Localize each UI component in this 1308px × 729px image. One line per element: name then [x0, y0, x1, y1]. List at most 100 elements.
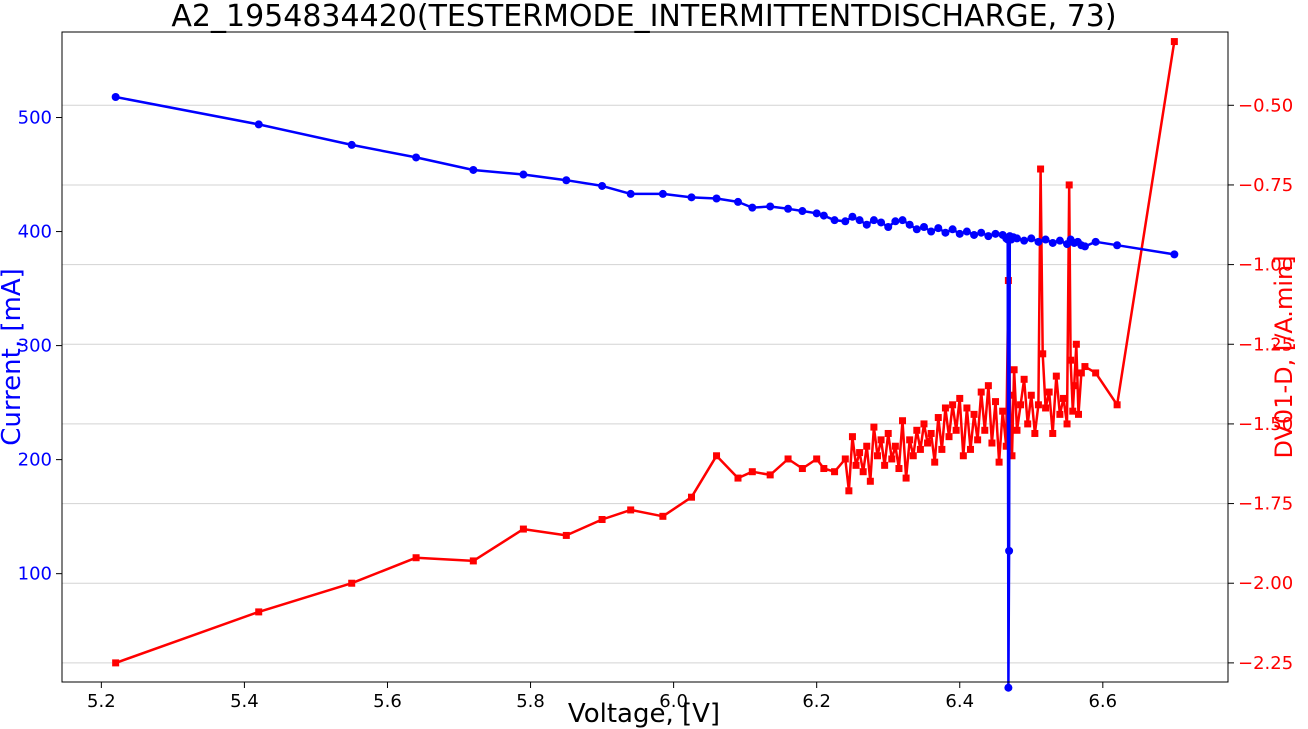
dv01-d-point [1013, 426, 1021, 434]
current-point [841, 217, 850, 226]
current-point [905, 220, 914, 229]
current-point [766, 202, 775, 211]
dv01-d-point [1070, 382, 1078, 390]
x-axis-label: Voltage, [V] [568, 699, 720, 729]
dv01-d-point [938, 445, 946, 453]
current-point [891, 217, 900, 226]
current-point [984, 232, 993, 241]
x-tick-label: 6.0 [659, 691, 688, 712]
dv01-d-point [970, 410, 978, 418]
dv01-d-point [687, 493, 695, 501]
dv01-d-point [859, 468, 867, 476]
dv01-d-point [1045, 388, 1053, 396]
y-tick-label-right: −2.00 [1238, 573, 1293, 594]
dv01-d-point [913, 426, 921, 434]
plot-frame [61, 31, 1229, 683]
dv01-d-point [884, 429, 892, 437]
dv01-d-point [988, 439, 996, 447]
dv01-d-point [1008, 452, 1016, 460]
y-axis-right: −2.25 −2.00 −1.75 −1.50 −1.25 −1.00 −0.75 −0.50 [1228, 95, 1293, 674]
dv01-d-point [748, 468, 756, 476]
current-point [1012, 234, 1021, 243]
dv01-d-point [966, 445, 974, 453]
dv01-d-point [1037, 165, 1045, 173]
current-point [1027, 234, 1036, 243]
current-point [598, 181, 607, 190]
dv01-d-point [798, 465, 806, 473]
current-point [912, 225, 921, 234]
dv01-d-point [866, 477, 874, 485]
dv01-d-point [934, 414, 942, 422]
current-point [687, 193, 696, 202]
dv01-d-point [348, 579, 356, 587]
dv01-d-point [949, 401, 957, 409]
dv01-d-point [916, 445, 924, 453]
dv01-d-point [598, 516, 606, 523]
current-point [991, 229, 1000, 238]
y-tick-label-right: −0.75 [1238, 175, 1293, 196]
dv01-d-point [963, 404, 971, 412]
dv01-d-point [956, 394, 964, 402]
y-tick-label-left: 400 [18, 222, 52, 243]
dv01-d-point [924, 439, 932, 447]
dv01-d-point [899, 417, 907, 425]
current-point [712, 194, 721, 203]
dv01-d-point [870, 423, 878, 431]
dv01-d-point [1034, 401, 1042, 409]
dv01-d-point [820, 465, 828, 473]
dv01-d-point [981, 426, 989, 434]
x-axis: 5.2 5.4 5.6 5.8 6.0 6.2 6.4 6.6 [87, 682, 1117, 712]
current-point [733, 197, 742, 206]
dv01-d-point [1065, 181, 1073, 189]
dv01-d-point [891, 442, 899, 450]
current-point [955, 229, 964, 238]
y-tick-label-left: 300 [18, 336, 52, 357]
current-point [1048, 238, 1057, 247]
dv01-d-point [1067, 356, 1075, 364]
dv01-d-point [766, 471, 774, 479]
current-point [469, 165, 478, 174]
x-tick-label: 5.6 [373, 691, 402, 712]
dv01-d-point [848, 433, 856, 441]
y-tick-label-right: −1.75 [1238, 494, 1293, 515]
current-point [658, 189, 667, 198]
dv01-d-point [1002, 442, 1010, 450]
dv01-d-point [1077, 369, 1085, 377]
dv01-d-point [895, 465, 903, 473]
current-point [1020, 236, 1029, 245]
current-point [898, 216, 907, 225]
dv01-d-point [999, 407, 1007, 415]
current-point [884, 223, 893, 231]
series-current [111, 93, 1179, 692]
dv01-d-point [1027, 391, 1035, 399]
dv01-d-point [1069, 407, 1077, 415]
current-point [1004, 683, 1013, 692]
y-tick-label-left: 200 [18, 450, 52, 471]
dv01-d-point [1081, 363, 1089, 371]
dv01-d-point [931, 458, 939, 466]
y-tick-label-right: −2.25 [1238, 653, 1293, 674]
current-point [934, 224, 943, 233]
dv01-d-point [734, 474, 742, 482]
series-dv01-d [112, 38, 1178, 667]
dv01-d-point [1074, 410, 1082, 418]
dv01-d-point [952, 426, 960, 434]
current-point [977, 228, 986, 237]
dv01-d-point [873, 452, 881, 460]
dv01-d-point [995, 458, 1003, 466]
dv01-d-point [945, 433, 953, 441]
dv01-d-point [784, 455, 792, 463]
current-point [1005, 546, 1014, 555]
current-point [948, 225, 957, 234]
y-tick-label-right: −0.50 [1238, 95, 1293, 116]
dv01-d-point [1170, 38, 1178, 46]
dv01-d-point [877, 436, 885, 444]
dv01-d-point [1049, 429, 1057, 437]
current-point [347, 140, 356, 149]
y-axis-left: 100 200 300 400 500 [18, 108, 62, 585]
dv01-d-point [519, 525, 527, 533]
dv01-d-point [845, 487, 853, 495]
current-point [1113, 241, 1122, 250]
dv01-d-point [1017, 401, 1025, 409]
dv01-d-point [992, 398, 1000, 406]
